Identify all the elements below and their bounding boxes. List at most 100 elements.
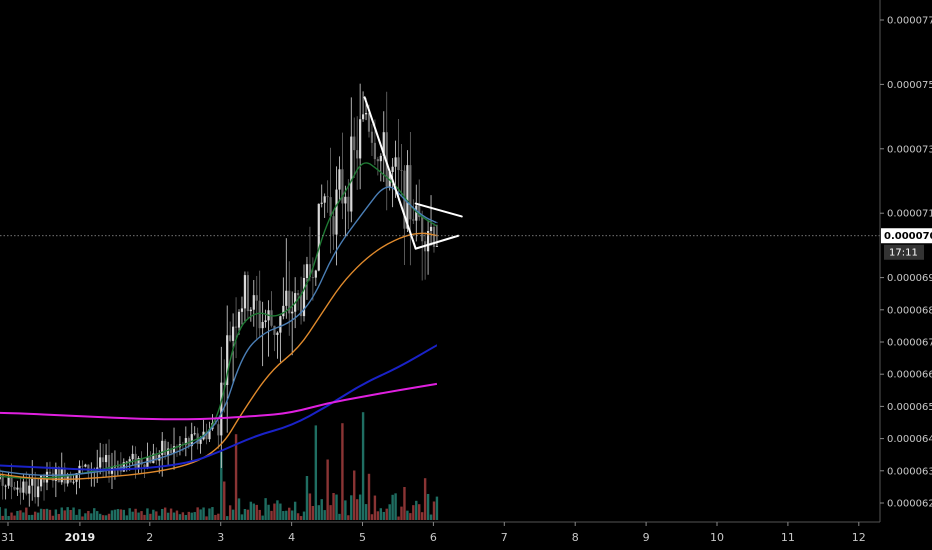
volume-bar bbox=[217, 513, 220, 520]
candle-body bbox=[338, 169, 341, 190]
candle-body bbox=[155, 453, 158, 461]
candle-body bbox=[190, 434, 193, 447]
candle-body bbox=[87, 464, 90, 473]
volume-bar bbox=[140, 511, 143, 520]
trendline[interactable] bbox=[414, 234, 460, 250]
volume-bar bbox=[60, 507, 63, 520]
time-tick-label: 5 bbox=[359, 531, 366, 544]
candle-body bbox=[429, 226, 433, 232]
volume-bar bbox=[426, 493, 430, 520]
candle-body bbox=[167, 448, 170, 456]
time-axis[interactable]: 31 2019 2 3 4 5 6 7 8 9 10 11 12 bbox=[1, 522, 866, 544]
volume-bar bbox=[54, 509, 58, 520]
candle-body bbox=[10, 477, 13, 488]
moving-average-line bbox=[0, 382, 438, 421]
trendline[interactable] bbox=[363, 96, 417, 250]
candle-body bbox=[264, 320, 267, 323]
bar-timer-bg bbox=[884, 244, 924, 260]
volume-bar bbox=[36, 512, 40, 520]
trendline-annotations[interactable] bbox=[363, 96, 463, 250]
bar-countdown-timer: 17:11 bbox=[889, 248, 918, 259]
volume-bar bbox=[161, 508, 164, 520]
candle-body bbox=[285, 290, 288, 306]
volume-bar bbox=[264, 498, 267, 520]
volume-bar bbox=[261, 515, 264, 520]
volume-bar bbox=[243, 509, 247, 520]
volume-bar bbox=[69, 509, 72, 520]
time-tick-label: 10 bbox=[710, 531, 724, 544]
candle-body bbox=[99, 457, 102, 468]
volume-bar bbox=[128, 508, 131, 520]
candle-body bbox=[37, 486, 40, 498]
candle-body bbox=[217, 424, 220, 436]
candle-body bbox=[344, 196, 347, 204]
volume-bar bbox=[320, 499, 323, 520]
candle-body bbox=[22, 481, 25, 493]
candle-body bbox=[373, 142, 377, 160]
candle-body bbox=[376, 159, 379, 162]
volume-bar bbox=[350, 495, 353, 520]
candle-body bbox=[350, 136, 353, 212]
volume-bar bbox=[347, 515, 350, 520]
volume-bar bbox=[131, 511, 134, 520]
candle-body bbox=[229, 335, 232, 341]
candle-body bbox=[164, 440, 167, 456]
volume-bar bbox=[240, 514, 244, 520]
volume-bar bbox=[28, 515, 31, 520]
time-tick-label: 11 bbox=[781, 531, 795, 544]
volume-bar bbox=[31, 514, 34, 520]
volume-bar bbox=[199, 509, 202, 520]
volume-bar bbox=[134, 508, 137, 520]
candle-body bbox=[308, 264, 312, 278]
volume-bar bbox=[84, 513, 87, 520]
volume-bar bbox=[394, 493, 397, 520]
time-tick-label: 7 bbox=[501, 531, 508, 544]
candle-body bbox=[39, 475, 43, 487]
candle-body bbox=[291, 311, 294, 314]
candle-body bbox=[299, 295, 303, 317]
volume-bar bbox=[364, 504, 368, 520]
candle-body bbox=[72, 481, 75, 483]
candle-body bbox=[302, 277, 306, 317]
time-tick-label: 4 bbox=[288, 531, 295, 544]
volume-bar bbox=[187, 511, 190, 520]
candle-body bbox=[282, 305, 285, 317]
volume-bar bbox=[45, 508, 49, 520]
volume-bar bbox=[193, 512, 196, 520]
volume-bar bbox=[252, 503, 255, 520]
candle-body bbox=[128, 459, 131, 462]
volume-bar bbox=[288, 507, 291, 520]
volume-bar bbox=[412, 505, 415, 520]
volume-bar bbox=[228, 505, 232, 520]
volume-bar bbox=[81, 516, 84, 520]
candle-body bbox=[370, 131, 374, 143]
candle-body bbox=[220, 382, 223, 436]
candle-body bbox=[341, 169, 344, 204]
volume-bar bbox=[379, 508, 383, 520]
volume-bar bbox=[205, 516, 208, 520]
candle-body bbox=[161, 440, 164, 455]
candle-body bbox=[48, 471, 52, 474]
candle-body bbox=[314, 270, 317, 278]
volume-bar bbox=[391, 494, 394, 520]
volume-bar bbox=[98, 513, 102, 520]
volume-bar bbox=[335, 494, 338, 520]
volume-bar bbox=[87, 510, 90, 520]
volume-bar bbox=[276, 500, 279, 520]
trendline[interactable] bbox=[414, 202, 463, 218]
candle-body bbox=[243, 275, 247, 309]
volume-bar bbox=[146, 508, 149, 520]
volume-bar bbox=[382, 511, 385, 520]
volume-bar bbox=[96, 511, 99, 520]
time-tick-label: 2 bbox=[146, 531, 153, 544]
candle-body bbox=[258, 300, 261, 329]
volume-bar bbox=[338, 513, 341, 520]
candle-body bbox=[311, 277, 314, 278]
candle-body bbox=[149, 457, 152, 464]
candle-body bbox=[143, 464, 146, 468]
volume-bar bbox=[314, 425, 318, 520]
volume-bar bbox=[7, 516, 10, 520]
